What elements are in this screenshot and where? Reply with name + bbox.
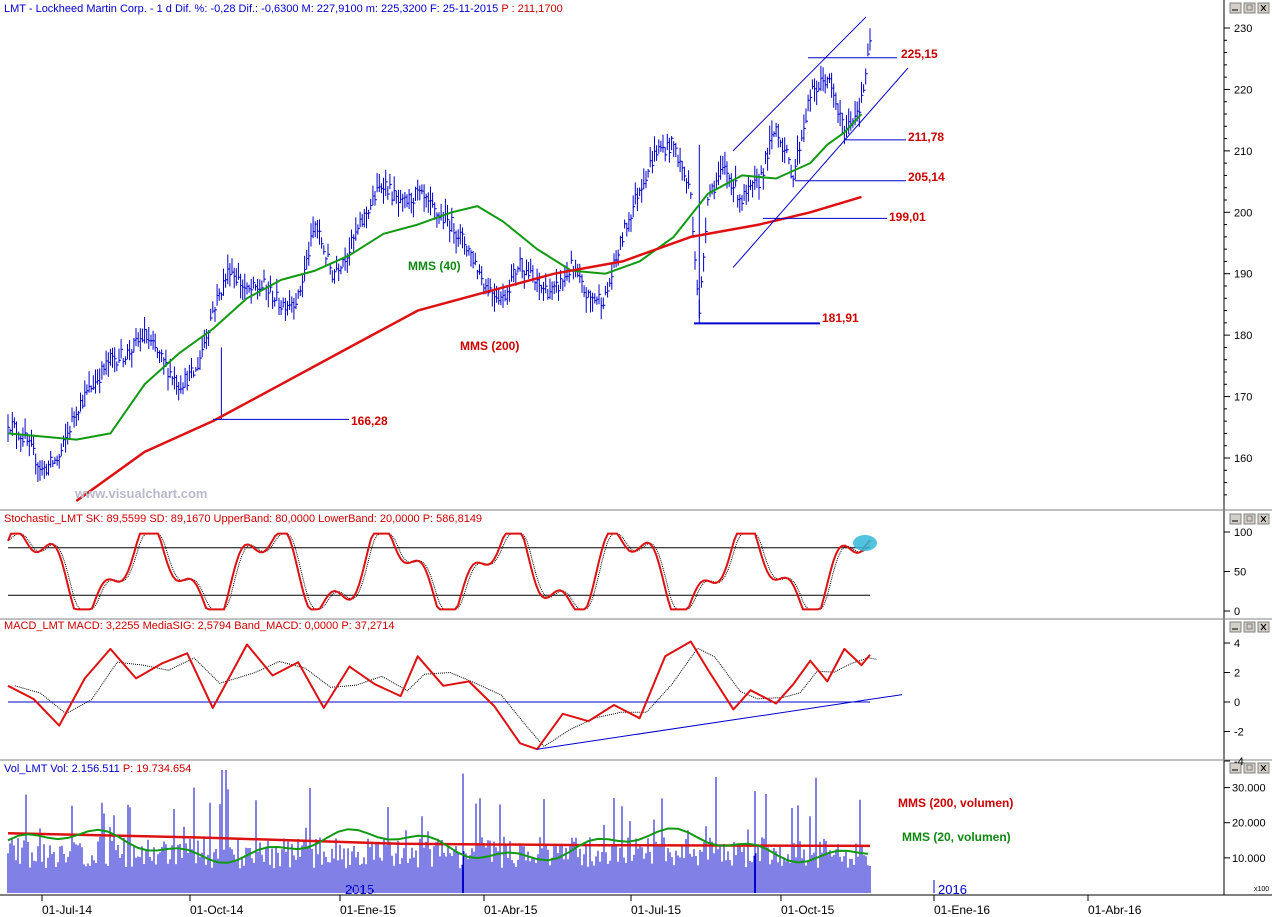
time-tick-label: 01-Oct-14 (190, 903, 244, 917)
level-label-211: 211,78 (908, 130, 944, 144)
price-tick-label: 220 (1234, 84, 1252, 96)
minimize-pane-button[interactable] (1229, 2, 1242, 14)
macd-pane-buttons (1229, 621, 1270, 633)
time-tick-label: 01-Jul-14 (42, 903, 92, 917)
ma-long-label: MMS (200) (460, 339, 519, 353)
stochastic-tick-label: 100 (1234, 527, 1252, 539)
stochastic-tick-label: 50 (1234, 567, 1246, 579)
macd-scale[interactable]: 4 2 0 -2 -4 (1224, 638, 1244, 768)
year-label-2015: 2015 (345, 882, 374, 897)
price-scale[interactable]: 230 220 210 200 190 180 170 160 (1224, 23, 1252, 496)
macd-tick-label: 2 (1234, 668, 1240, 680)
maximize-pane-button[interactable] (1243, 2, 1256, 14)
price-tick-label: 230 (1234, 23, 1252, 35)
stochastic-pane-buttons (1229, 513, 1270, 525)
volume-ma-long-line (7, 832, 871, 848)
minimize-pane-button[interactable] (1229, 762, 1242, 774)
level-label-205: 205,14 (908, 170, 945, 184)
volume-pane-header: Vol_LMT Vol: 2.156.511 P: 19.734.654 (4, 763, 191, 775)
macd-plot (7, 640, 903, 751)
price-tick-label: 200 (1234, 207, 1252, 219)
macd-signal-line (14, 647, 877, 747)
volume-tick-label: 10.000 (1232, 853, 1266, 865)
volume-ma-short-line (7, 827, 869, 864)
volume-pane-buttons (1229, 762, 1270, 774)
level-label-225: 225,15 (901, 47, 938, 61)
volume-ma-short-label: MMS (20, volumen) (902, 830, 1011, 844)
macd-pane-header: MACD_LMT MACD: 3,2255 MediaSIG: 2,5794 B… (4, 620, 395, 632)
stochastic-scale[interactable]: 100 50 0 (1224, 527, 1252, 618)
volume-tick-label: 20.000 (1232, 818, 1266, 830)
stochastic-plot (7, 532, 877, 611)
volume-ma-long-label: MMS (200, volumen) (898, 796, 1013, 810)
channel-upper-line (732, 16, 867, 152)
time-tick-label: 01-Ene-15 (340, 903, 396, 917)
time-tick-label: 01-Abr-15 (484, 903, 538, 917)
watermark: www.visualchart.com (74, 486, 207, 501)
macd-tick-label: 4 (1234, 638, 1240, 650)
price-pane-header: LMT - Lockheed Martin Corp. - 1 d Dif. %… (4, 3, 563, 15)
time-tick-label: 01-Oct-15 (781, 903, 835, 917)
volume-scale[interactable]: 30.000 20.000 10.000 (1224, 783, 1266, 865)
close-pane-button[interactable] (1257, 2, 1270, 14)
close-pane-button[interactable] (1257, 621, 1270, 633)
price-bars (7, 28, 872, 482)
volume-unit-label: x100 (1254, 886, 1269, 893)
time-tick-label: 01-Jul-15 (631, 903, 681, 917)
level-label-166: 166,28 (351, 414, 388, 428)
stochastic-sk-line (7, 532, 871, 611)
macd-tick-label: 0 (1234, 697, 1240, 709)
stochastic-tick-label: 0 (1234, 606, 1240, 618)
minimize-pane-button[interactable] (1229, 621, 1242, 633)
macd-tick-label: -4 (1234, 756, 1244, 768)
maximize-pane-button[interactable] (1243, 762, 1256, 774)
time-axis[interactable]: 01-Jul-14 01-Oct-14 01-Ene-15 01-Abr-15 01-J… (41, 895, 1142, 917)
ma-short-line (7, 113, 863, 441)
price-tick-label: 160 (1234, 453, 1252, 465)
volume-plot (7, 770, 935, 893)
macd-tick-label: -2 (1234, 727, 1244, 739)
maximize-pane-button[interactable] (1243, 621, 1256, 633)
stochastic-highlight-marker (853, 535, 877, 551)
time-tick-label: 01-Abr-16 (1088, 903, 1142, 917)
ma-long-line (75, 195, 862, 503)
price-tick-label: 190 (1234, 269, 1252, 281)
stochastic-pane-header: Stochastic_LMT SK: 89,5599 SD: 89,1670 U… (4, 513, 482, 525)
volume-bars (7, 777, 871, 893)
ma-short-label: MMS (40) (408, 259, 461, 273)
maximize-pane-button[interactable] (1243, 513, 1256, 525)
minimize-pane-button[interactable] (1229, 513, 1242, 525)
macd-line (7, 640, 871, 751)
macd-trendline (537, 694, 903, 750)
channel-lower-line (732, 67, 909, 268)
close-pane-button[interactable] (1257, 762, 1270, 774)
price-tick-label: 170 (1234, 392, 1252, 404)
price-plot (7, 16, 909, 503)
price-tick-label: 210 (1234, 146, 1252, 158)
year-label-2016: 2016 (938, 882, 967, 897)
volume-tick-label: 30.000 (1232, 783, 1266, 795)
close-pane-button[interactable] (1257, 513, 1270, 525)
price-pane-buttons (1229, 2, 1270, 14)
time-tick-label: 01-Ene-16 (934, 903, 990, 917)
level-label-199: 199,01 (889, 210, 926, 224)
price-tick-label: 180 (1234, 330, 1252, 342)
level-label-181: 181,91 (822, 311, 859, 325)
